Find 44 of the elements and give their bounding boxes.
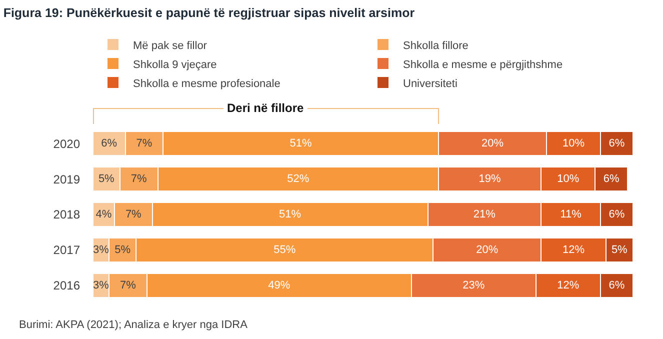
data-label: 21% (473, 208, 496, 220)
legend-label: Shkolla e mesme e përgjithshme (403, 58, 563, 71)
data-label: 52% (287, 173, 310, 186)
data-label: 49% (268, 279, 290, 292)
data-label: 12% (557, 279, 580, 292)
text: Deri në fillore (227, 101, 304, 115)
y-tick-label: 2020 (53, 136, 80, 151)
data-label: 51% (278, 208, 302, 220)
data-label: 7% (130, 173, 147, 186)
y-tick-label: 2016 (53, 278, 80, 292)
legend-label: Shkolla e mesme profesionale (133, 78, 280, 90)
data-label: 6% (101, 138, 118, 150)
data-label: 6% (608, 138, 625, 150)
data-label: 3% (93, 279, 110, 292)
data-label: 3% (93, 244, 110, 256)
data-label: 5% (98, 173, 115, 186)
legend-label: Universiteti (403, 78, 458, 90)
data-label: 10% (557, 173, 580, 186)
data-label: 5% (611, 244, 628, 256)
legend-label: Shkolla fillore (403, 40, 468, 52)
data-label: 20% (476, 244, 498, 256)
data-label: 7% (125, 208, 142, 220)
y-tick-label: 2017 (53, 243, 80, 258)
data-label: 7% (136, 138, 152, 150)
data-label: 11% (560, 208, 582, 220)
data-label: 10% (562, 138, 585, 150)
data-label: 6% (608, 208, 625, 220)
data-label: 12% (562, 244, 585, 256)
data-label: 5% (114, 244, 131, 256)
y-tick-label: 2019 (53, 172, 80, 186)
data-label: 4% (96, 208, 112, 220)
data-label: 23% (462, 279, 485, 292)
legend-label: Shkolla 9 vjeçare (133, 58, 217, 71)
data-label: 51% (290, 138, 312, 150)
data-label: 19% (478, 173, 502, 186)
data-label: 20% (481, 138, 504, 150)
data-label: 6% (603, 173, 620, 186)
data-label: 6% (608, 279, 625, 292)
text: Burimi: AKPA (2021); Analiza e kryer nga IDRA (19, 319, 248, 331)
legend-label: Më pak se fillor (133, 40, 208, 52)
chart-title: Figura 19: Punëkërkuesit e papunë të regjistruar sipas nivelit arsimor (3, 6, 415, 20)
data-label: 55% (274, 244, 296, 256)
data-label: 7% (120, 279, 136, 292)
y-tick-label: 2018 (53, 208, 80, 222)
